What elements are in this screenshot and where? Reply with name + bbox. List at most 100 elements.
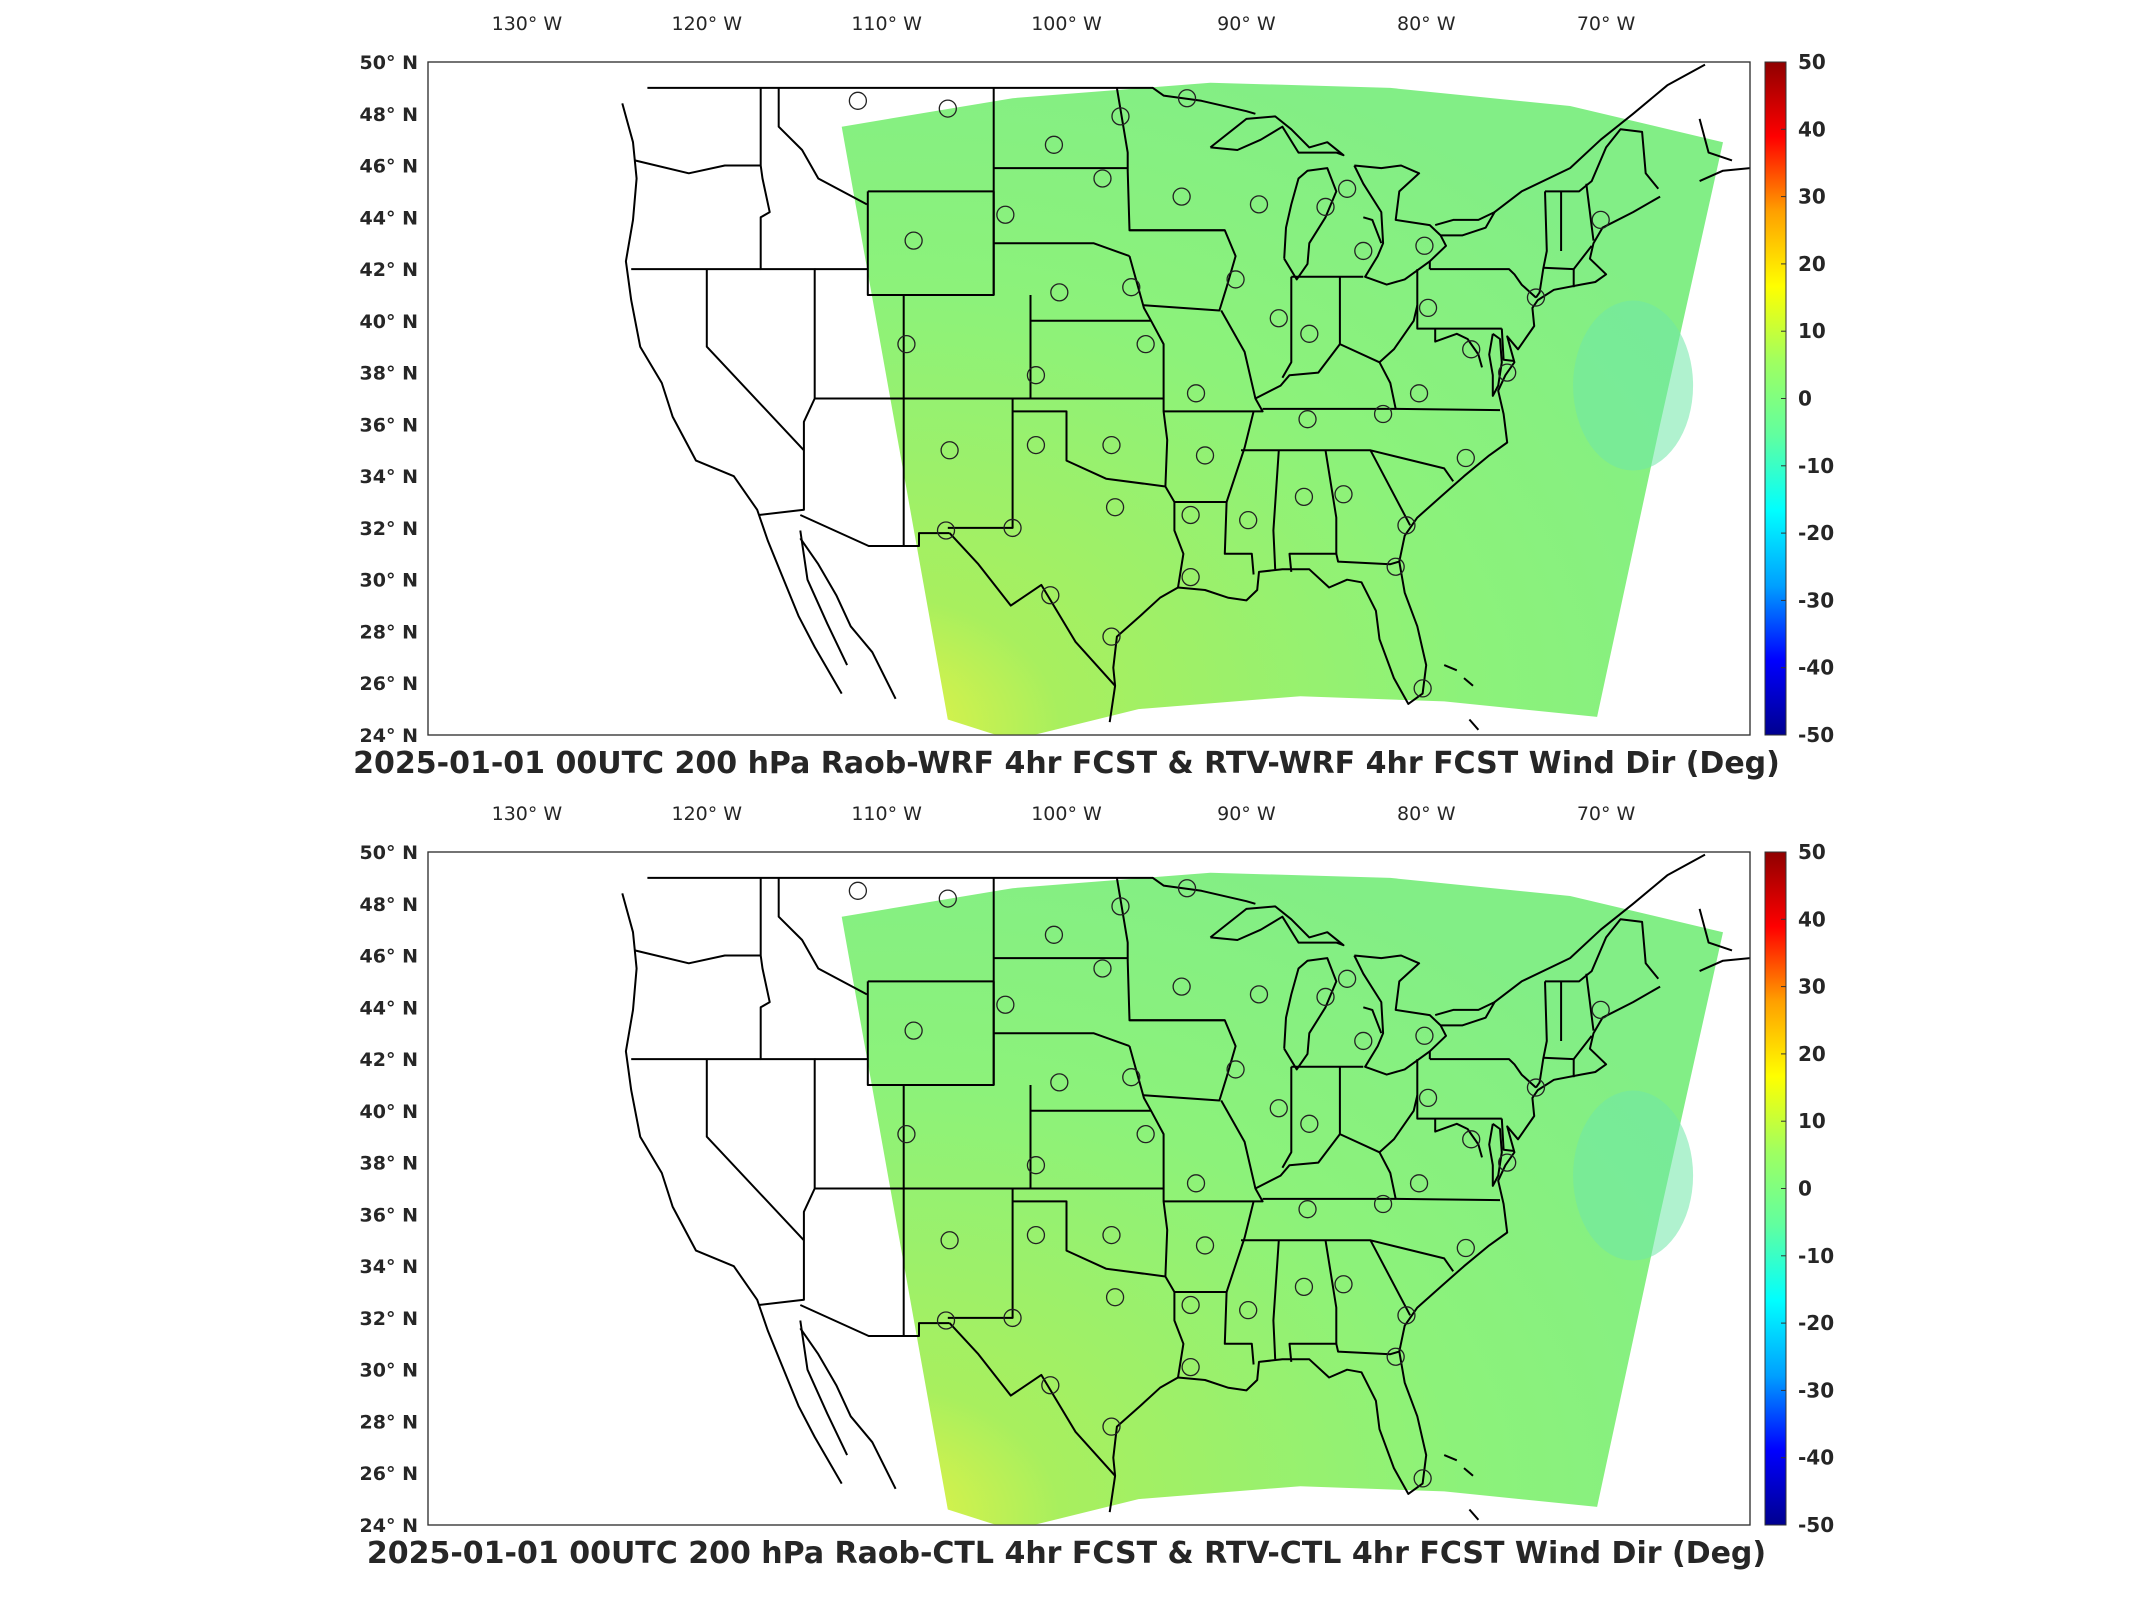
station-marker	[1298, 1200, 1317, 1219]
station-marker	[897, 334, 916, 354]
station-marker	[1172, 977, 1191, 996]
station-marker	[1044, 135, 1064, 154]
station-marker	[1003, 518, 1022, 538]
station-marker	[1316, 197, 1335, 217]
station-marker	[1181, 1295, 1200, 1315]
station-marker	[1026, 366, 1046, 385]
station-marker	[1413, 679, 1432, 698]
station-marker	[1418, 1088, 1438, 1108]
station-marker	[1186, 384, 1206, 403]
station-marker	[1093, 169, 1112, 188]
station-marker	[1136, 334, 1155, 354]
station-marker	[938, 99, 957, 118]
station-marker	[1300, 324, 1319, 343]
colorbar-tick-label: -20	[1798, 521, 1834, 545]
panel-title: 2025-01-01 00UTC 200 hPa Raob-CTL 4hr FC…	[366, 1536, 1767, 1571]
station-marker	[1226, 270, 1245, 289]
colorbar-tick-label: -10	[1798, 1244, 1834, 1268]
station-marker	[1418, 298, 1438, 318]
station-marker	[1386, 1347, 1405, 1366]
station-marker	[1354, 241, 1373, 261]
colorbar-tick-label: -50	[1798, 723, 1834, 747]
station-marker	[1044, 925, 1064, 944]
station-marker	[1177, 89, 1197, 108]
station-marker	[1334, 485, 1353, 504]
station-marker	[848, 91, 868, 110]
latitude-tick-label: 32° N	[360, 518, 418, 540]
colorbar-tick-label: -30	[1798, 588, 1834, 612]
station-marker	[1136, 1124, 1155, 1144]
latitude-tick-label: 28° N	[360, 621, 418, 643]
longitude-tick-label: 100° W	[1031, 13, 1102, 35]
latitude-tick-label: 36° N	[360, 1204, 418, 1226]
station-marker	[996, 995, 1015, 1014]
station-marker	[1181, 1357, 1200, 1377]
colorbar-tick-label: 40	[1798, 117, 1826, 141]
station-marker	[1186, 1174, 1206, 1193]
station-marker	[1591, 1000, 1610, 1020]
station-marker	[1003, 1308, 1022, 1328]
station-marker	[1181, 567, 1200, 587]
station-marker	[848, 881, 868, 900]
station-marker	[1026, 1156, 1046, 1175]
colorbar-tick-label: -50	[1798, 1513, 1834, 1537]
station-marker	[1300, 1114, 1319, 1133]
colorbar-tick-label: 10	[1798, 319, 1826, 343]
field-anomaly-patch	[1573, 300, 1694, 471]
station-marker	[1102, 435, 1121, 455]
field-anomaly-patch	[1573, 1090, 1694, 1261]
latitude-tick-label: 46° N	[360, 156, 418, 178]
station-marker	[1526, 1078, 1546, 1097]
latitude-tick-label: 26° N	[360, 1463, 418, 1485]
map-panel-wrf: 130° W 120° W 110° W 100° W 90° W 80° W 70° W 5…	[0, 0, 2133, 790]
station-marker	[1316, 987, 1335, 1007]
station-marker	[1409, 1174, 1429, 1193]
latitude-tick-label: 38° N	[360, 1153, 418, 1175]
station-marker	[904, 1021, 923, 1040]
longitude-tick-label: 80° W	[1397, 803, 1456, 825]
station-marker	[1456, 1238, 1475, 1258]
station-marker	[1122, 278, 1141, 297]
station-marker	[1462, 340, 1481, 359]
station-marker	[1239, 1301, 1258, 1320]
station-marker	[1026, 1225, 1046, 1245]
raob-stations	[848, 879, 1610, 1488]
station-marker	[1354, 1031, 1373, 1051]
station-marker	[1105, 498, 1125, 517]
latitude-tick-label: 44° N	[360, 207, 418, 229]
latitude-tick-label: 34° N	[360, 466, 418, 488]
station-marker	[1409, 384, 1429, 403]
longitude-tick-label: 130° W	[492, 803, 563, 825]
station-marker	[1456, 448, 1475, 468]
latitude-tick-label: 50° N	[360, 842, 418, 864]
longitude-tick-label: 90° W	[1217, 13, 1276, 35]
station-marker	[1026, 435, 1046, 455]
station-marker	[897, 1124, 916, 1144]
station-marker	[1111, 897, 1130, 916]
colorbar-tick-label: -10	[1798, 454, 1834, 478]
colorbar-tick-label: 50	[1798, 840, 1826, 864]
station-marker	[1294, 487, 1314, 507]
latitude-tick-label: 36° N	[360, 414, 418, 436]
latitude-tick-label: 42° N	[360, 259, 418, 281]
station-marker	[1239, 511, 1258, 530]
station-marker	[1526, 288, 1546, 307]
colorbar-tick-label: -20	[1798, 1311, 1834, 1335]
map-figure: 130° W 120° W 110° W 100° W 90° W 80° W 70° W 5…	[360, 803, 1835, 1537]
station-marker	[1334, 1275, 1353, 1294]
station-marker	[1498, 1153, 1517, 1172]
station-marker	[904, 231, 923, 250]
longitude-tick-label: 120° W	[671, 13, 742, 35]
longitude-tick-label: 110° W	[851, 803, 922, 825]
colorbar-tick-label: 30	[1798, 185, 1826, 209]
station-marker	[1298, 410, 1317, 429]
station-marker	[1172, 187, 1191, 206]
latitude-tick-label: 28° N	[360, 1411, 418, 1433]
station-marker	[1397, 1306, 1416, 1325]
station-marker	[1294, 1277, 1314, 1297]
coastline-and-borders	[621, 63, 1750, 731]
station-marker	[1373, 404, 1393, 424]
station-marker	[936, 1311, 956, 1330]
station-marker	[1397, 516, 1416, 535]
latitude-tick-label: 40° N	[360, 1101, 418, 1123]
